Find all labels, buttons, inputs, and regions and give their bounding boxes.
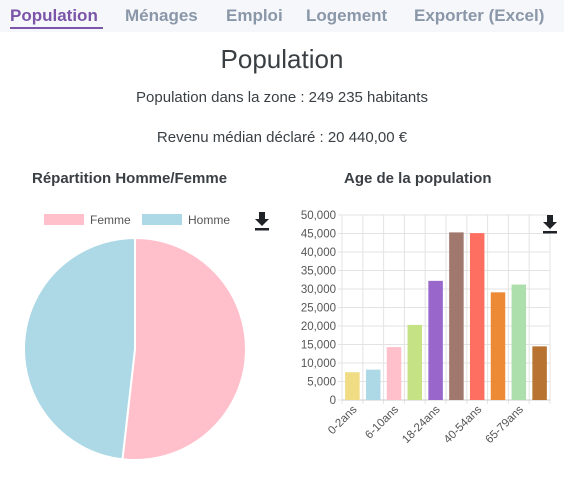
download-icon-age[interactable]	[542, 214, 558, 239]
x-tick-label: 40-54ans	[442, 403, 485, 446]
bar-0-2ans	[345, 372, 360, 400]
y-tick-label: 25,000	[301, 303, 336, 315]
population-count: Population dans la zone : 249 235 habita…	[136, 89, 428, 106]
y-tick-label: 5,000	[307, 377, 336, 389]
y-tick-label: 45,000	[301, 229, 336, 241]
median-revenue: Revenu médian déclaré : 20 440,00 €	[156, 129, 408, 146]
bar-25-39ans	[449, 232, 464, 400]
pie-slice-homme	[23, 236, 136, 461]
legend-swatch-homme	[142, 214, 182, 225]
tab-population[interactable]: Population	[10, 6, 98, 25]
bar-18-24ans	[428, 280, 443, 400]
bar-55-64ans	[490, 292, 506, 400]
x-tick-label: 65-79ans	[484, 403, 527, 446]
bar-3-5ans	[365, 369, 381, 400]
legend-label-homme: Homme	[188, 213, 230, 227]
pie-slice-femme	[121, 236, 247, 461]
x-tick-label: 18-24ans	[400, 403, 443, 446]
bar-chart-title: Age de la population	[344, 170, 492, 187]
y-tick-label: 20,000	[301, 321, 336, 333]
pie-chart-title: Répartition Homme/Femme	[32, 170, 228, 187]
active-tab-indicator	[10, 27, 103, 29]
legend-label-femme: Femme	[90, 213, 131, 227]
x-tick-label: 0-2ans	[326, 403, 360, 437]
gender-pie-chart: Femme Homme	[23, 213, 247, 461]
bar-80ans+	[532, 346, 547, 400]
bar-65-79ans	[511, 284, 527, 400]
bar-11-17ans	[407, 324, 423, 400]
bar-40-54ans	[469, 233, 485, 400]
y-tick-label: 50,000	[301, 210, 336, 222]
y-tick-label: 40,000	[301, 247, 336, 259]
y-tick-label: 0	[330, 395, 336, 407]
age-bar-chart: 0 5,000 10,000 15,000 20,000 25,000 30,000 35,0…	[301, 210, 551, 446]
page-title: Population	[220, 44, 344, 74]
y-tick-label: 10,000	[301, 358, 336, 370]
legend-swatch-femme	[44, 214, 84, 225]
x-tick-label: 6-10ans	[363, 403, 401, 441]
y-tick-label: 30,000	[301, 284, 336, 296]
tab-bar: Population Ménages Emploi Logement Expor…	[0, 0, 564, 32]
y-tick-label: 15,000	[301, 340, 336, 352]
y-tick-label: 35,000	[301, 266, 336, 278]
tab-menages[interactable]: Ménages	[125, 6, 198, 25]
download-icon[interactable]	[254, 211, 270, 236]
tab-logement[interactable]: Logement	[306, 6, 388, 25]
tab-exporter-excel[interactable]: Exporter (Excel)	[414, 6, 545, 25]
bar-6-10ans	[386, 347, 402, 400]
tab-emploi[interactable]: Emploi	[226, 6, 283, 25]
